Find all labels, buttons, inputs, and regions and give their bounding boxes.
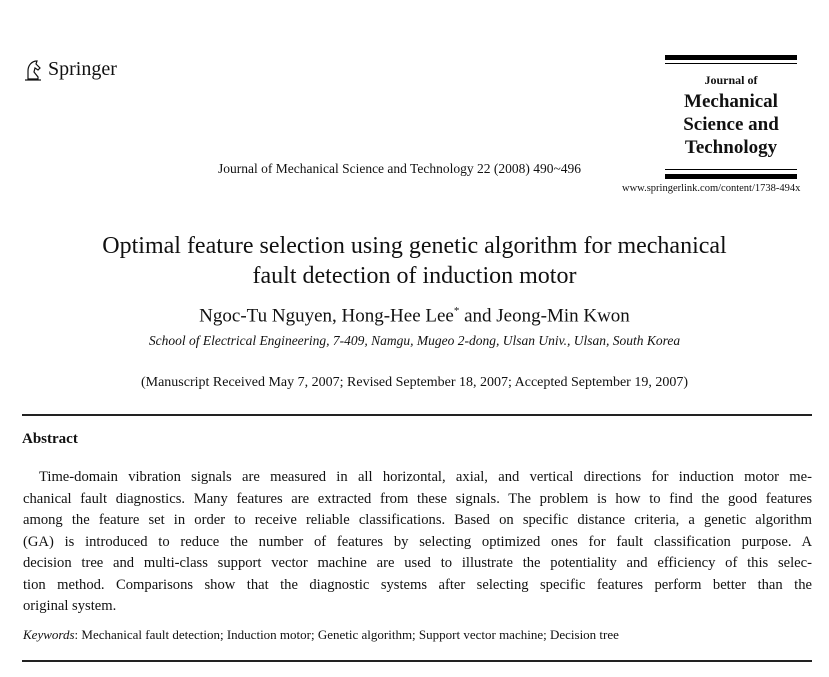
abstract-line: (GA) is introduced to reduce the number … — [23, 533, 812, 550]
abstract-line: Time-domain vibration signals are measur… — [39, 469, 812, 485]
author: Ngoc-Tu Nguyen, — [199, 305, 342, 327]
journal-masthead: Journal of Mechanical Science and Techno… — [665, 55, 797, 181]
authors: Ngoc-Tu Nguyen, Hong-Hee Lee* and Jeong-… — [0, 305, 829, 327]
manuscript-dates: (Manuscript Received May 7, 2007; Revise… — [140, 375, 689, 390]
affiliation: School of Electrical Engineering, 7-409,… — [148, 333, 681, 348]
abstract-body: Time-domain vibration signals are measur… — [23, 467, 812, 618]
paper-title: Optimal feature selection using genetic … — [102, 233, 727, 259]
abstract-line: original system. — [23, 598, 117, 614]
keywords: Keywords: Mechanical fault detection; In… — [23, 627, 619, 643]
journal-citation: Journal of Mechanical Science and Techno… — [218, 161, 582, 176]
masthead-line: Mechanical — [684, 91, 778, 112]
publisher-name: Springer — [48, 58, 117, 80]
masthead-line: Journal of — [704, 73, 758, 87]
masthead-line: Science and — [683, 114, 779, 135]
journal-url[interactable]: www.springerlink.com/content/1738-494x — [622, 183, 801, 194]
abstract-line: among the feature set in order to receiv… — [23, 512, 812, 528]
corresponding-mark: * — [453, 305, 460, 317]
abstract-line: decision tree and multi-class support ve… — [23, 555, 812, 571]
springer-logo: Springer — [24, 58, 117, 81]
abstract-line: tion method. Comparisons show that the d… — [23, 576, 812, 593]
paper-title: fault detection of induction motor — [252, 263, 577, 289]
masthead-line: Technology — [684, 137, 778, 158]
divider — [22, 414, 812, 416]
keywords-text: : Mechanical fault detection; Induction … — [74, 627, 619, 642]
author: Hong-Hee Lee — [341, 305, 454, 327]
author: and Jeong-Min Kwon — [459, 305, 630, 327]
divider — [22, 660, 812, 662]
springer-horse-icon — [25, 59, 41, 81]
abstract-line: chanical fault diagnostics. Many feature… — [23, 490, 812, 507]
keywords-label: Keywords — [23, 627, 75, 642]
abstract-heading: Abstract — [22, 431, 78, 447]
